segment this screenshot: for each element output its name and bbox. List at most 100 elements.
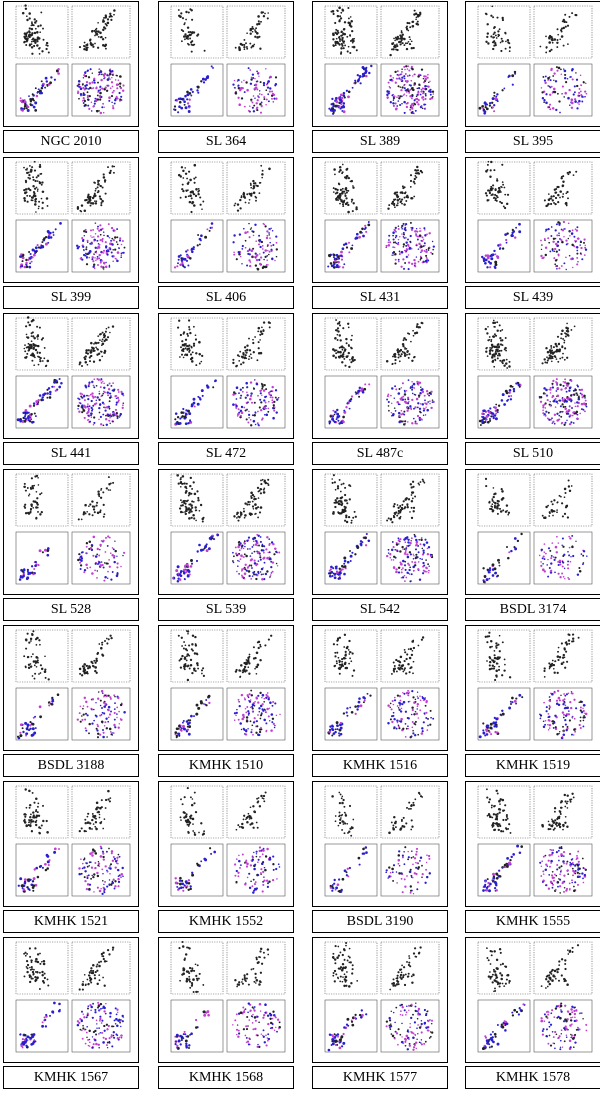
cmd-point	[501, 362, 504, 365]
cmd-point	[46, 388, 49, 391]
cmd-plot-svg	[324, 5, 440, 117]
cmd-point	[489, 266, 492, 269]
map-point	[420, 105, 423, 107]
cmd-point	[490, 340, 493, 343]
cmd-point	[506, 193, 510, 196]
cmd-point	[34, 200, 37, 203]
cmd-point	[358, 77, 361, 80]
cmd-point	[252, 185, 256, 188]
cmd-point	[396, 202, 399, 205]
cmd-point	[187, 11, 190, 14]
map-point	[270, 572, 273, 574]
cmd-point	[499, 507, 501, 510]
cmd-point	[413, 195, 416, 198]
cmd-point	[493, 345, 497, 349]
map-point	[235, 398, 238, 400]
map-point	[260, 573, 263, 576]
cmd-point	[343, 572, 346, 576]
cmd-point	[181, 343, 185, 347]
map-point	[407, 396, 410, 399]
map-point	[249, 381, 253, 384]
cmd-point	[184, 511, 186, 513]
map-point	[400, 89, 403, 92]
cmd-point	[341, 192, 344, 195]
cmd-point	[354, 81, 357, 84]
cmd-point	[329, 262, 333, 265]
cmd-point	[341, 9, 345, 12]
cmd-point	[36, 344, 39, 347]
map-point	[120, 95, 123, 98]
cmd-point	[417, 482, 420, 485]
map-point	[571, 78, 574, 81]
cmd-point	[194, 338, 198, 341]
subplot-top-left	[477, 5, 531, 59]
map-point	[244, 409, 247, 412]
cmd-point	[93, 343, 95, 345]
cmd-point	[351, 334, 353, 337]
map-point	[419, 403, 422, 405]
map-point	[94, 246, 97, 249]
cmd-point	[341, 564, 344, 568]
cmd-point	[38, 351, 41, 354]
map-point	[108, 75, 110, 77]
map-point	[85, 248, 88, 251]
cmd-figure	[158, 313, 294, 439]
cmd-point	[334, 21, 337, 25]
map-point	[252, 76, 255, 80]
cmd-point	[32, 176, 35, 179]
map-point	[249, 418, 252, 421]
map-point	[416, 230, 419, 233]
cmd-point	[560, 27, 564, 30]
map-point	[96, 263, 100, 267]
cmd-point	[487, 199, 490, 201]
map-point	[108, 264, 111, 267]
map-point	[110, 81, 114, 84]
cmd-point	[351, 38, 354, 41]
cmd-point	[262, 321, 266, 324]
cmd-point	[410, 516, 414, 520]
map-point	[249, 397, 252, 401]
map-point	[410, 540, 412, 542]
map-point	[398, 250, 401, 253]
cmd-point	[343, 40, 346, 43]
cmd-point	[349, 560, 352, 562]
map-point	[249, 261, 252, 263]
map-point	[252, 247, 255, 250]
map-point	[568, 88, 571, 92]
cmd-point	[186, 568, 190, 572]
cmd-point	[343, 96, 346, 99]
map-point	[547, 237, 550, 240]
cmd-point	[190, 346, 193, 349]
map-point	[92, 265, 95, 268]
map-point	[410, 228, 414, 231]
map-point	[91, 392, 94, 395]
cmd-point	[88, 196, 92, 200]
cmd-point	[104, 47, 107, 50]
cmd-point	[495, 95, 498, 98]
cmd-point	[58, 377, 61, 381]
map-point	[394, 410, 397, 412]
map-point	[389, 74, 392, 77]
map-point	[249, 394, 253, 398]
cmd-point	[182, 177, 185, 179]
map-point	[250, 564, 253, 567]
map-point	[272, 416, 275, 420]
cmd-point	[487, 42, 490, 45]
map-point	[79, 392, 82, 395]
cmd-point	[410, 494, 413, 496]
map-point	[547, 411, 550, 414]
map-point	[84, 71, 87, 73]
cmd-point	[404, 346, 406, 349]
cmd-point	[32, 194, 36, 197]
cmd-point	[546, 350, 550, 354]
map-point	[93, 403, 96, 406]
cmd-point	[491, 355, 494, 358]
cmd-point	[31, 359, 34, 362]
cmd-point	[494, 193, 497, 196]
map-point	[551, 249, 554, 252]
cmd-point	[190, 9, 193, 12]
map-point	[122, 554, 124, 557]
map-point	[81, 396, 84, 399]
map-point	[413, 258, 416, 262]
cmd-point	[252, 341, 255, 345]
